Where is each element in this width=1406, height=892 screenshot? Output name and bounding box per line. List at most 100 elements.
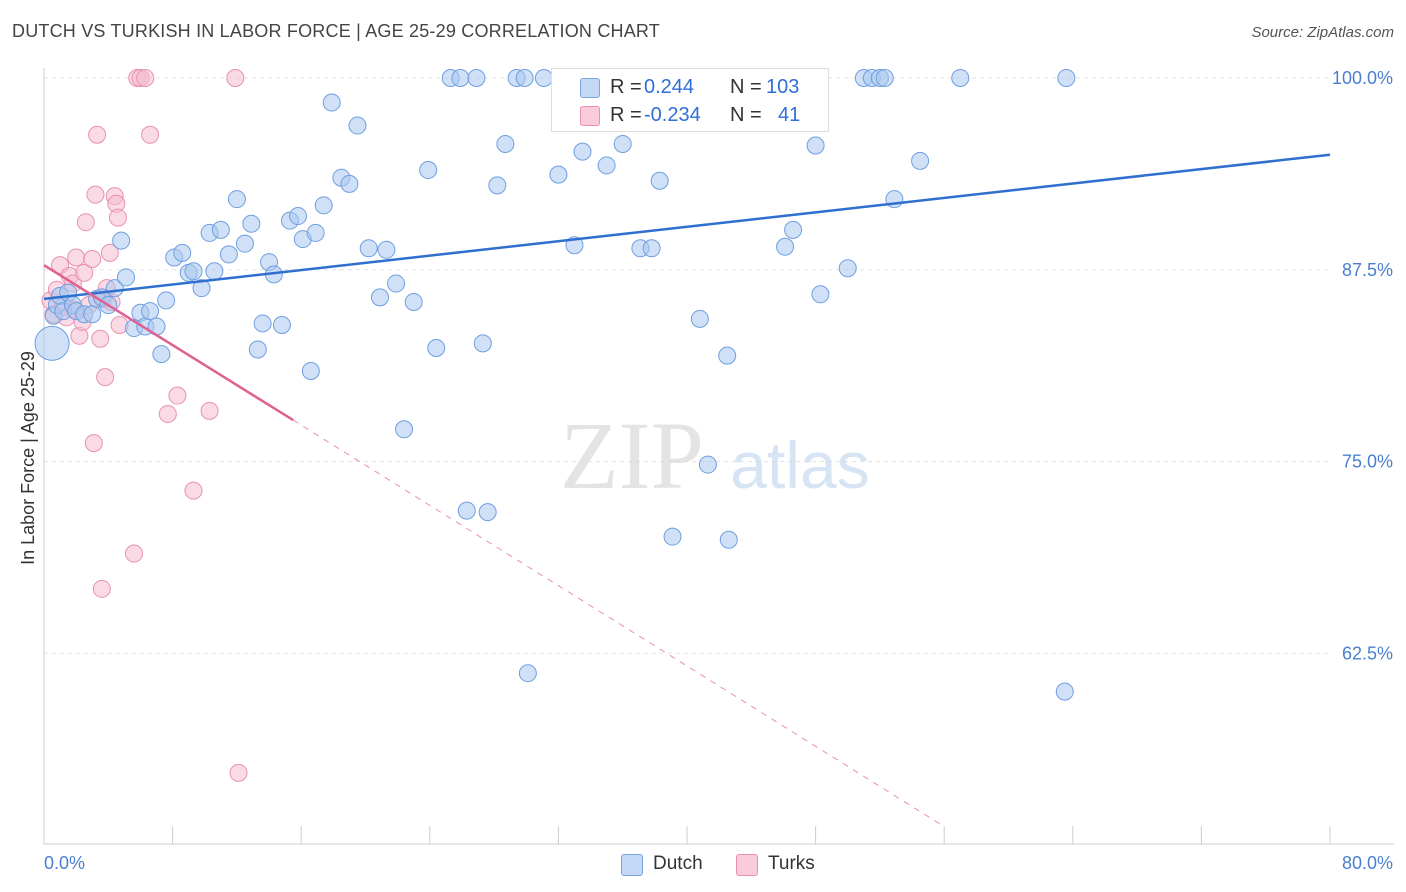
dutch-point [718, 346, 737, 365]
dutch-swatch [621, 854, 643, 876]
dutch-point [534, 69, 553, 87]
dutch-point [663, 527, 682, 546]
turks-point [88, 125, 107, 144]
turks-point [108, 208, 127, 227]
dutch-point [419, 161, 438, 180]
dutch-point [573, 142, 592, 161]
dutch-point [875, 69, 894, 87]
dutch-point [457, 501, 476, 520]
dutch-point [157, 291, 176, 310]
legend-row-turks: R = -0.234 N = 41 [552, 101, 828, 131]
dutch-point [340, 174, 359, 193]
dutch-point [83, 305, 102, 324]
turks-trend-extension [292, 419, 945, 828]
dutch-point [184, 262, 203, 281]
turks-point [76, 213, 95, 232]
dutch-point [152, 345, 171, 364]
dutch-point [272, 315, 291, 334]
turks-point [92, 579, 111, 598]
y-axis-label: In Labor Force | Age 25-29 [18, 351, 38, 565]
turks-point [86, 185, 105, 204]
dutch-point [205, 262, 224, 281]
y-tick-label: 87.5% [1342, 260, 1393, 280]
dutch-point [219, 245, 238, 264]
turks-point [67, 248, 86, 267]
turks-point [184, 481, 203, 500]
dutch-point [377, 240, 396, 259]
dutch-point [811, 285, 830, 304]
legend-r-label: R = [610, 104, 642, 126]
dutch-point [235, 234, 254, 253]
dutch-point [515, 69, 534, 87]
dutch-point [690, 309, 709, 328]
turks-point [141, 125, 160, 144]
dutch-point [306, 223, 325, 242]
legend-n-value: 103 [766, 76, 800, 98]
legend-label-turks: Turks [768, 853, 815, 874]
dutch-point [404, 292, 423, 311]
turks-point [136, 69, 155, 87]
correlation-legend: R = 0.244 N = 103 R = -0.234 N = 41 [551, 68, 829, 132]
turks-point [125, 544, 144, 563]
dutch-point [467, 69, 486, 87]
dutch-point [549, 165, 568, 184]
legend-r-value: -0.234 [644, 104, 701, 126]
dutch-point [211, 220, 230, 239]
y-tick-label: 100.0% [1332, 68, 1393, 88]
watermark: ZIP atlas [560, 402, 870, 509]
turks-point [168, 386, 187, 405]
dutch-point [1057, 69, 1076, 87]
dutch-point [1055, 682, 1074, 701]
legend-r-value: 0.244 [644, 76, 695, 98]
legend-r-label: R = [610, 76, 642, 98]
dutch-point [911, 151, 930, 170]
legend-row-dutch: R = 0.244 N = 103 [552, 73, 828, 103]
turks-trend-line [43, 264, 294, 422]
grid-lines [44, 77, 1330, 654]
dutch-point [451, 69, 470, 87]
dutch-points [34, 69, 1076, 701]
turks-point [229, 763, 248, 782]
dutch-swatch [580, 78, 600, 98]
dutch-point [951, 69, 970, 87]
dutch-point [518, 664, 537, 683]
y-tick-label: 62.5% [1342, 643, 1393, 663]
dutch-point [227, 190, 246, 209]
turks-point [75, 263, 94, 282]
dutch-point [478, 503, 497, 522]
dutch-point [34, 325, 70, 361]
dutch-point [784, 220, 803, 239]
dutch-point [838, 259, 857, 278]
dutch-point [650, 171, 669, 190]
dutch-point [141, 302, 160, 321]
turks-point [84, 434, 103, 453]
turks-point [200, 401, 219, 420]
dutch-point [698, 455, 717, 474]
series-legend: Dutch Turks [0, 852, 1406, 880]
axes [43, 68, 1394, 845]
turks-swatch [736, 854, 758, 876]
chart-title: DUTCH VS TURKISH IN LABOR FORCE | AGE 25… [12, 21, 661, 41]
y-tick-label: 75.0% [1342, 452, 1393, 472]
dutch-point [488, 176, 507, 195]
turks-points [41, 69, 248, 782]
turks-point [226, 69, 245, 87]
dutch-point [613, 134, 632, 153]
legend-label-dutch: Dutch [653, 853, 703, 874]
dutch-point [192, 279, 211, 298]
legend-n-label: N = [730, 104, 762, 126]
dutch-point [314, 196, 333, 215]
tick-labels: 62.5% 75.0% 87.5% 100.0% 0.0% 80.0% [44, 68, 1393, 873]
turks-point [91, 329, 110, 348]
dutch-point [806, 136, 825, 155]
dutch-point [359, 239, 378, 258]
dutch-point [370, 288, 389, 307]
dutch-point [248, 340, 267, 359]
turks-swatch [580, 106, 600, 126]
dutch-point [348, 116, 367, 135]
dutch-point [387, 274, 406, 293]
dutch-point [427, 338, 446, 357]
turks-point [83, 250, 102, 269]
dutch-point [776, 237, 795, 256]
